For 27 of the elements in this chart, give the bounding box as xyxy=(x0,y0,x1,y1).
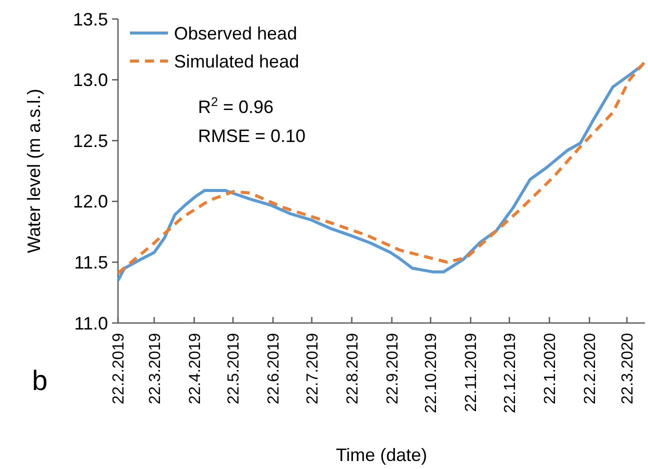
x-tick-label: 22.9.2019 xyxy=(384,332,402,404)
legend-label: Observed head xyxy=(174,23,298,44)
x-tick-label: 22.8.2019 xyxy=(344,332,362,404)
x-tick-label: 22.10.2019 xyxy=(423,332,440,414)
x-axis-title: Time (date) xyxy=(336,445,428,465)
x-tick-label: 22.3.2020 xyxy=(620,332,637,404)
y-tick-label: 13.5 xyxy=(72,9,108,30)
y-tick-label: 12.5 xyxy=(72,130,108,151)
y-tick-label: 12.0 xyxy=(72,192,108,212)
y-axis-title: Water level (m a.s.l.) xyxy=(24,88,44,254)
x-tick-label: 22.4.2019 xyxy=(186,332,204,404)
legend-label: Simulated head xyxy=(174,51,300,72)
y-tick-label: 11.0 xyxy=(74,313,108,334)
x-tick-label: 22.11.2019 xyxy=(463,332,480,412)
x-tick-label: 22.5.2019 xyxy=(226,332,243,404)
x-tick-label: 22.6.2019 xyxy=(266,332,283,404)
x-tick-label: 22.7.2019 xyxy=(304,332,322,404)
y-tick-label: 11.5 xyxy=(74,252,108,272)
y-tick-label: 13.0 xyxy=(72,70,108,90)
annotation: RMSE = 0.10 xyxy=(198,126,306,146)
x-tick-label: 22.12.2019 xyxy=(502,332,519,414)
x-tick-label: 22.3.2019 xyxy=(146,332,164,404)
x-tick-label: 22.1.2020 xyxy=(542,332,560,404)
x-tick-label: 22.2.2020 xyxy=(582,332,600,404)
annotation: R$^{2}$ = 0.96 xyxy=(198,95,274,117)
x-tick-label: 22.2.2019 xyxy=(110,332,128,404)
text: b xyxy=(32,365,48,396)
